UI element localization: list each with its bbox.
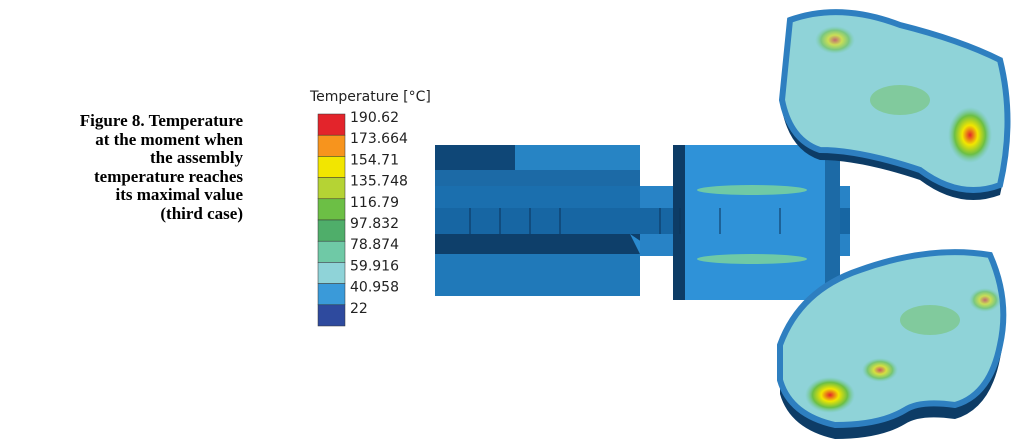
- legend-label: 59.916: [350, 258, 399, 274]
- color-bar: 190.62 173.664 154.71 135.748 116.79 97.832 78…: [318, 110, 408, 326]
- color-band: [318, 178, 345, 199]
- simulation-image: Temperature [°C] 190.62 173.664 154.71 135.…: [0, 0, 1012, 443]
- legend-label: 190.62: [350, 110, 399, 126]
- legend-label: 22: [350, 301, 368, 317]
- legend-label: 97.832: [350, 216, 399, 232]
- figure: Figure 8. Temperatureat the moment whent…: [0, 0, 1012, 443]
- color-band: [318, 305, 345, 326]
- color-band: [318, 199, 345, 220]
- legend-label: 154.71: [350, 152, 399, 168]
- legend-label: 135.748: [350, 174, 408, 190]
- assembly: [435, 145, 850, 300]
- legend-title: Temperature [°C]: [309, 89, 431, 105]
- legend-label: 173.664: [350, 131, 408, 147]
- color-band: [318, 284, 345, 305]
- color-band: [318, 135, 345, 156]
- color-band: [318, 241, 345, 262]
- legend-label: 78.874: [350, 237, 399, 253]
- color-band: [318, 156, 345, 177]
- color-band: [318, 262, 345, 283]
- color-band: [318, 114, 345, 135]
- color-band: [318, 220, 345, 241]
- legend-label: 40.958: [350, 280, 399, 296]
- legend-label: 116.79: [350, 195, 399, 211]
